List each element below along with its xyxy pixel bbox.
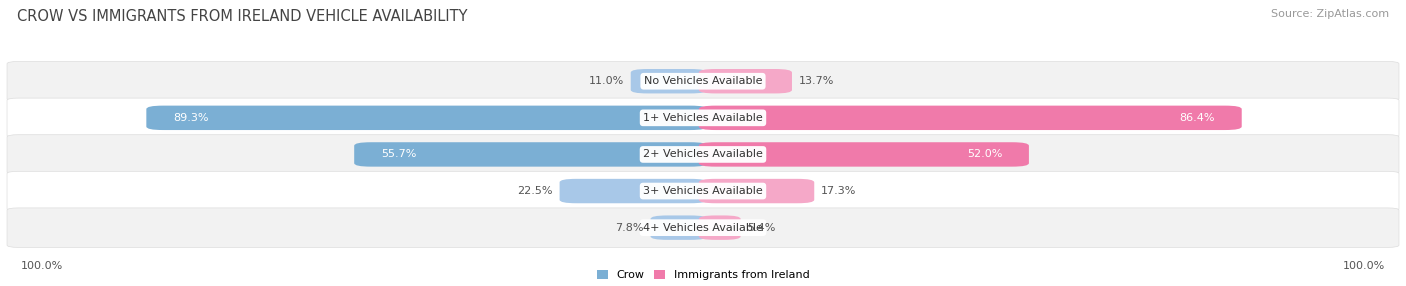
Text: 100.0%: 100.0% — [21, 261, 63, 271]
Text: 52.0%: 52.0% — [967, 150, 1002, 159]
FancyBboxPatch shape — [7, 171, 1399, 211]
Text: No Vehicles Available: No Vehicles Available — [644, 76, 762, 86]
Text: 4+ Vehicles Available: 4+ Vehicles Available — [643, 223, 763, 233]
FancyBboxPatch shape — [699, 69, 792, 94]
Text: 7.8%: 7.8% — [614, 223, 644, 233]
Text: 22.5%: 22.5% — [517, 186, 553, 196]
FancyBboxPatch shape — [7, 98, 1399, 138]
FancyBboxPatch shape — [354, 142, 707, 167]
Text: 5.4%: 5.4% — [748, 223, 776, 233]
Text: 100.0%: 100.0% — [1343, 261, 1385, 271]
Text: 2+ Vehicles Available: 2+ Vehicles Available — [643, 150, 763, 159]
Text: Source: ZipAtlas.com: Source: ZipAtlas.com — [1271, 9, 1389, 19]
FancyBboxPatch shape — [699, 179, 814, 203]
Text: 89.3%: 89.3% — [173, 113, 208, 123]
FancyBboxPatch shape — [7, 208, 1399, 247]
Text: 11.0%: 11.0% — [589, 76, 624, 86]
FancyBboxPatch shape — [651, 215, 707, 240]
Text: 86.4%: 86.4% — [1180, 113, 1215, 123]
FancyBboxPatch shape — [699, 142, 1029, 167]
FancyBboxPatch shape — [7, 61, 1399, 101]
Text: 55.7%: 55.7% — [381, 150, 416, 159]
Legend: Crow, Immigrants from Ireland: Crow, Immigrants from Ireland — [596, 270, 810, 281]
Text: CROW VS IMMIGRANTS FROM IRELAND VEHICLE AVAILABILITY: CROW VS IMMIGRANTS FROM IRELAND VEHICLE … — [17, 9, 467, 23]
Text: 17.3%: 17.3% — [821, 186, 856, 196]
Text: 13.7%: 13.7% — [799, 76, 834, 86]
FancyBboxPatch shape — [699, 106, 1241, 130]
FancyBboxPatch shape — [146, 106, 707, 130]
FancyBboxPatch shape — [631, 69, 707, 94]
Text: 3+ Vehicles Available: 3+ Vehicles Available — [643, 186, 763, 196]
FancyBboxPatch shape — [7, 135, 1399, 174]
Text: 1+ Vehicles Available: 1+ Vehicles Available — [643, 113, 763, 123]
FancyBboxPatch shape — [699, 215, 741, 240]
FancyBboxPatch shape — [560, 179, 707, 203]
